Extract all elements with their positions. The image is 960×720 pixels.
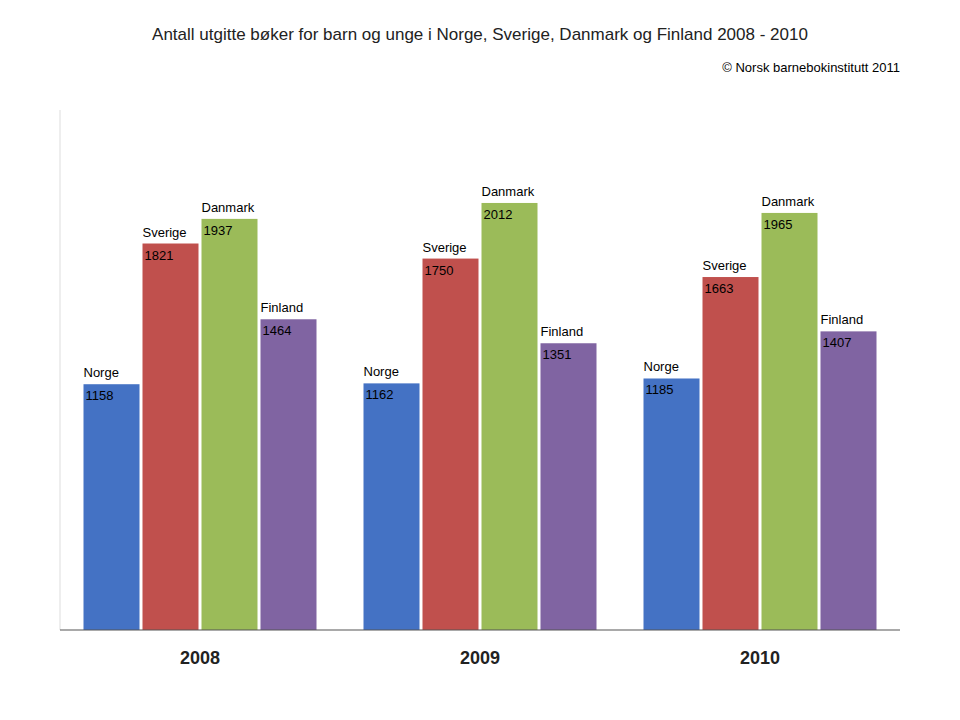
bar [762,213,818,630]
bar [84,384,140,630]
bar-name-label: Finland [821,312,864,327]
value-label: 1937 [204,223,233,238]
bar [644,378,700,630]
bar-name-label: Norge [644,359,679,374]
value-label: 1965 [764,217,793,232]
value-label: 1162 [366,387,394,402]
value-label: 1663 [705,281,734,296]
x-tick-label: 2008 [180,648,220,668]
value-label: 1407 [823,335,852,350]
bar [541,343,597,630]
bar [143,244,199,630]
bar-name-label: Danmark [762,194,815,209]
x-tick-label: 2009 [460,648,500,668]
bar [261,319,317,630]
data-labels: Norge 1158 Norge 1162 Norge 1185 Sverige 1821 Sv… [84,184,864,403]
bar-name-label: Norge [84,365,119,380]
title: Antall utgitte bøker for barn og unge i … [152,25,808,44]
chart: Antall utgitte bøker for barn og unge i … [0,0,960,720]
bar-name-label: Sverige [423,240,467,255]
value-label: 1464 [263,323,292,338]
bar [703,277,759,630]
bar [423,259,479,630]
bar [821,331,877,630]
value-label: 1821 [145,248,174,263]
bar [364,383,420,630]
background [0,0,960,720]
bar-name-label: Norge [364,364,399,379]
bar [202,219,258,630]
bar [482,203,538,630]
x-tick-label: 2010 [740,648,780,668]
annotation: © Norsk barnebokinstitutt 2011 [722,60,900,75]
bar-name-label: Danmark [202,200,255,215]
bars [84,203,877,630]
bar-name-label: Finland [541,324,584,339]
value-label: 1750 [425,263,454,278]
x-axis-line [60,629,900,630]
bar-name-label: Sverige [143,225,187,240]
y-axis-line [60,110,61,630]
value-label: 2012 [484,207,513,222]
value-label: 1158 [86,388,114,403]
bar-name-label: Sverige [703,258,747,273]
value-label: 1185 [646,382,674,397]
value-label: 1351 [543,347,572,362]
bar-name-label: Finland [261,300,304,315]
bar-name-label: Danmark [482,184,535,199]
